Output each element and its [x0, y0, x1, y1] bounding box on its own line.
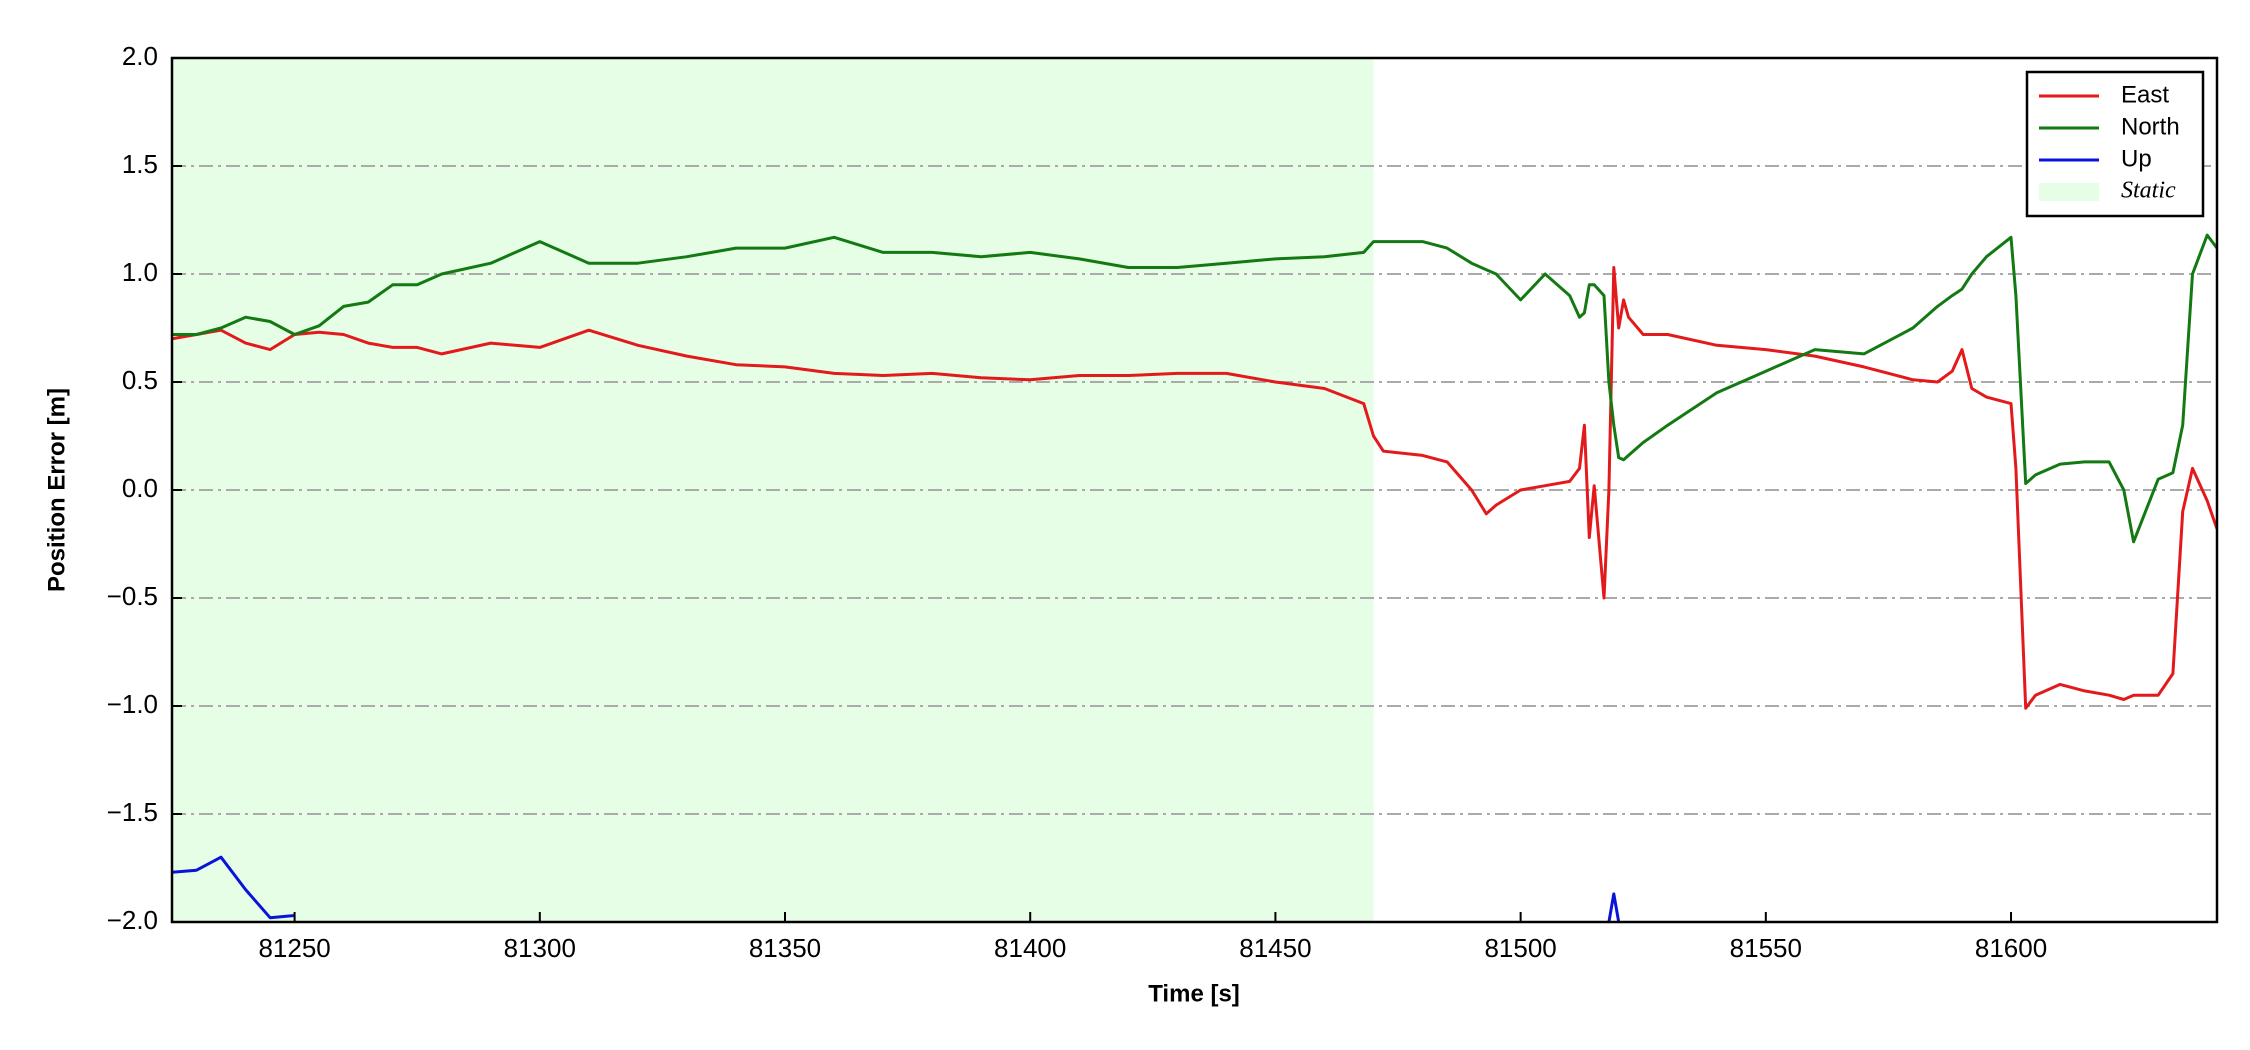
x-axis-label: Time [s] [1148, 980, 1240, 1007]
y-tick-label: 2.0 [122, 41, 158, 71]
legend-swatch [2039, 183, 2099, 201]
x-tick-label: 81400 [994, 933, 1066, 963]
legend-label: North [2121, 113, 2180, 140]
x-tick-label: 81550 [1730, 933, 1802, 963]
x-tick-label: 81450 [1239, 933, 1311, 963]
y-tick-label: 1.5 [122, 149, 158, 179]
series-line [172, 266, 2217, 710]
y-tick-label: 0.0 [122, 473, 158, 503]
x-tick-label: 81350 [749, 933, 821, 963]
y-axis-label: Position Error [m] [43, 388, 70, 592]
x-tick-label: 81600 [1975, 933, 2047, 963]
series-line [172, 233, 2217, 544]
plot-area [172, 58, 2217, 922]
y-tick-label: −1.0 [107, 689, 158, 719]
legend-label: East [2121, 81, 2169, 108]
y-tick-label: −0.5 [107, 581, 158, 611]
y-tick-label: −1.5 [107, 797, 158, 827]
series-line [172, 855, 1621, 922]
x-tick-label: 81250 [258, 933, 330, 963]
legend: East North Up Static [2025, 70, 2205, 218]
legend-label: Up [2121, 145, 2152, 172]
x-tick-label: 81300 [504, 933, 576, 963]
legend-label: Static [2121, 178, 2176, 204]
x-tick-label: 81500 [1484, 933, 1556, 963]
y-tick-label: −2.0 [107, 905, 158, 935]
plot-frame [170, 56, 2219, 924]
y-tick-label: 1.0 [122, 257, 158, 287]
y-tick-label: 0.5 [122, 365, 158, 395]
